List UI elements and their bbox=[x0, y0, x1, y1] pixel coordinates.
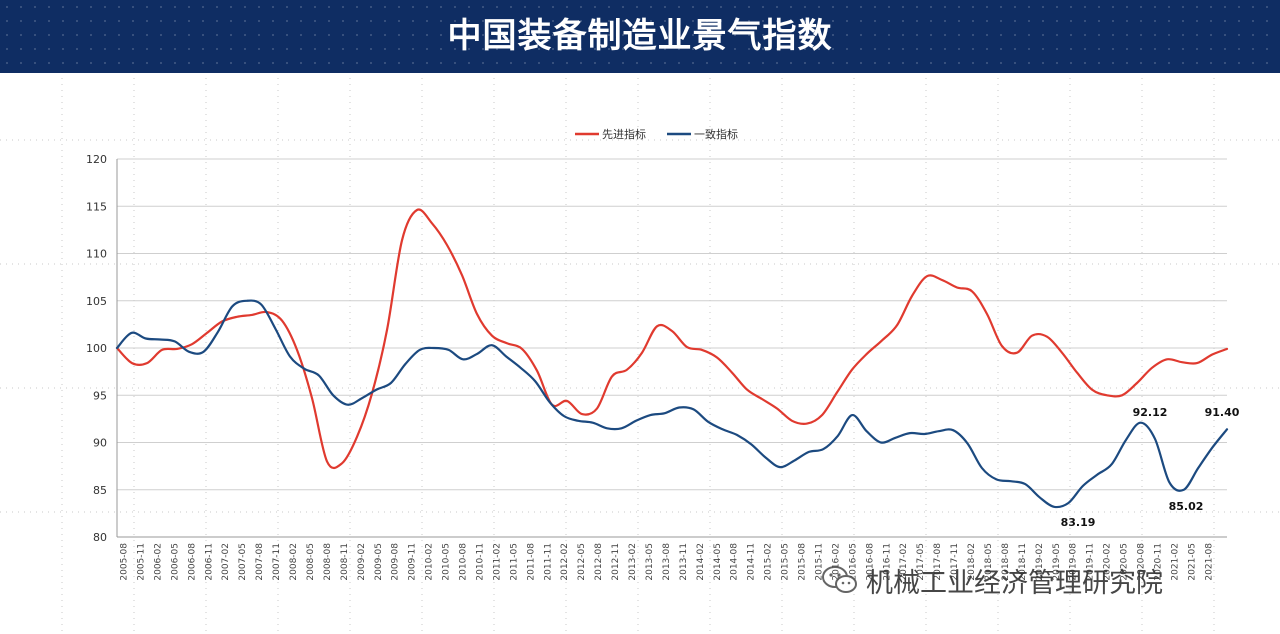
x-tick-label: 2013-02 bbox=[628, 543, 638, 581]
x-tick-label: 2011-05 bbox=[509, 543, 519, 581]
x-tick-label: 2020-08 bbox=[1137, 543, 1147, 581]
x-tick-label: 2009-02 bbox=[357, 543, 367, 581]
x-tick-label: 2008-11 bbox=[340, 543, 350, 581]
x-tick-label: 2013-05 bbox=[645, 543, 655, 581]
x-tick-label: 2010-05 bbox=[442, 543, 452, 581]
banner-dot-pattern bbox=[0, 0, 1280, 73]
x-tick-label: 2013-08 bbox=[662, 543, 672, 581]
x-tick-label: 2015-08 bbox=[798, 543, 808, 581]
x-tick-label: 2019-02 bbox=[1035, 543, 1045, 581]
wechat-icon bbox=[820, 563, 860, 597]
x-tick-label: 2009-11 bbox=[408, 543, 418, 581]
x-tick-label: 2016-02 bbox=[831, 543, 841, 581]
x-tick-label: 2016-08 bbox=[865, 543, 875, 581]
series-line-advanced bbox=[115, 208, 1229, 470]
x-tick-label: 2020-05 bbox=[1120, 543, 1130, 581]
y-tick-label: 120 bbox=[86, 153, 107, 166]
x-tick-label: 2006-08 bbox=[187, 543, 197, 581]
x-tick-label: 2014-08 bbox=[730, 543, 740, 581]
x-tick-label: 2019-11 bbox=[1086, 543, 1096, 581]
x-tick-label: 2016-05 bbox=[848, 543, 858, 581]
x-tick-label: 2011-02 bbox=[492, 543, 502, 581]
x-tick-label: 2010-02 bbox=[425, 543, 435, 581]
x-tick-label: 2018-02 bbox=[967, 543, 977, 581]
x-tick-label: 2006-02 bbox=[153, 543, 163, 581]
x-tick-label: 2007-11 bbox=[272, 543, 282, 581]
x-tick-label: 2007-08 bbox=[255, 543, 265, 581]
data-label: 91.40 bbox=[1205, 406, 1240, 419]
x-tick-label: 2012-02 bbox=[560, 543, 570, 581]
x-tick-label: 2019-05 bbox=[1052, 543, 1062, 581]
page-title: 中国装备制造业景气指数 bbox=[447, 16, 833, 56]
y-tick-label: 80 bbox=[93, 531, 107, 544]
x-tick-label: 2009-08 bbox=[391, 543, 401, 581]
watermark: 机械工业经济管理研究院 bbox=[820, 560, 1163, 600]
y-tick-label: 115 bbox=[86, 200, 107, 213]
y-tick-label: 100 bbox=[86, 342, 107, 355]
x-tick-label: 2005-08 bbox=[120, 543, 130, 581]
x-tick-label: 2005-11 bbox=[136, 543, 146, 581]
x-tick-label: 2012-05 bbox=[577, 543, 587, 581]
y-tick-label: 85 bbox=[93, 484, 107, 497]
data-label: 83.19 bbox=[1061, 516, 1096, 529]
y-tick-label: 95 bbox=[93, 389, 107, 402]
data-label: 92.12 bbox=[1133, 406, 1168, 419]
x-tick-label: 2018-05 bbox=[984, 543, 994, 581]
data-label: 85.02 bbox=[1169, 500, 1204, 513]
x-tick-label: 2017-02 bbox=[899, 543, 909, 581]
x-tick-label: 2010-11 bbox=[475, 543, 485, 581]
x-tick-label: 2014-05 bbox=[713, 543, 723, 581]
x-tick-label: 2020-11 bbox=[1153, 543, 1163, 581]
x-tick-label: 2019-08 bbox=[1069, 543, 1079, 581]
title-banner: 中国装备制造业景气指数 bbox=[0, 0, 1280, 73]
x-tick-label: 2009-05 bbox=[374, 543, 384, 581]
x-tick-label: 2015-05 bbox=[781, 543, 791, 581]
x-tick-label: 2006-05 bbox=[170, 543, 180, 581]
x-tick-label: 2015-11 bbox=[814, 543, 824, 581]
x-tick-label: 2021-08 bbox=[1204, 543, 1214, 581]
y-tick-label: 90 bbox=[93, 437, 107, 450]
x-tick-label: 2008-02 bbox=[289, 543, 299, 581]
watermark-text: 机械工业经济管理研究院 bbox=[866, 567, 1163, 599]
y-tick-label: 105 bbox=[86, 295, 107, 308]
legend-label: 一致指标 bbox=[694, 127, 738, 141]
x-tick-label: 2016-11 bbox=[882, 543, 892, 581]
x-tick-label: 2015-02 bbox=[764, 543, 774, 581]
y-tick-label: 110 bbox=[86, 248, 107, 261]
series-line-coincident bbox=[115, 299, 1229, 509]
x-tick-label: 2007-02 bbox=[221, 543, 231, 581]
x-tick-label: 2014-11 bbox=[747, 543, 757, 581]
x-tick-label: 2017-08 bbox=[933, 543, 943, 581]
x-tick-label: 2021-02 bbox=[1170, 543, 1180, 581]
x-tick-label: 2011-11 bbox=[543, 543, 553, 581]
x-tick-label: 2018-11 bbox=[1018, 543, 1028, 581]
x-tick-label: 2007-05 bbox=[238, 543, 248, 581]
x-tick-label: 2011-08 bbox=[526, 543, 536, 581]
x-tick-label: 2006-11 bbox=[204, 543, 214, 581]
x-tick-label: 2020-02 bbox=[1103, 543, 1113, 581]
x-tick-label: 2017-11 bbox=[950, 543, 960, 581]
x-tick-label: 2008-08 bbox=[323, 543, 333, 581]
x-tick-label: 2010-08 bbox=[459, 543, 469, 581]
x-tick-label: 2013-11 bbox=[679, 543, 689, 581]
x-tick-label: 2014-02 bbox=[696, 543, 706, 581]
x-tick-label: 2012-08 bbox=[594, 543, 604, 581]
x-tick-label: 2008-05 bbox=[306, 543, 316, 581]
x-tick-label: 2018-08 bbox=[1001, 543, 1011, 581]
legend-label: 先进指标 bbox=[602, 127, 646, 141]
x-tick-label: 2012-11 bbox=[611, 543, 621, 581]
x-tick-label: 2017-05 bbox=[916, 543, 926, 581]
x-tick-label: 2021-05 bbox=[1187, 543, 1197, 581]
